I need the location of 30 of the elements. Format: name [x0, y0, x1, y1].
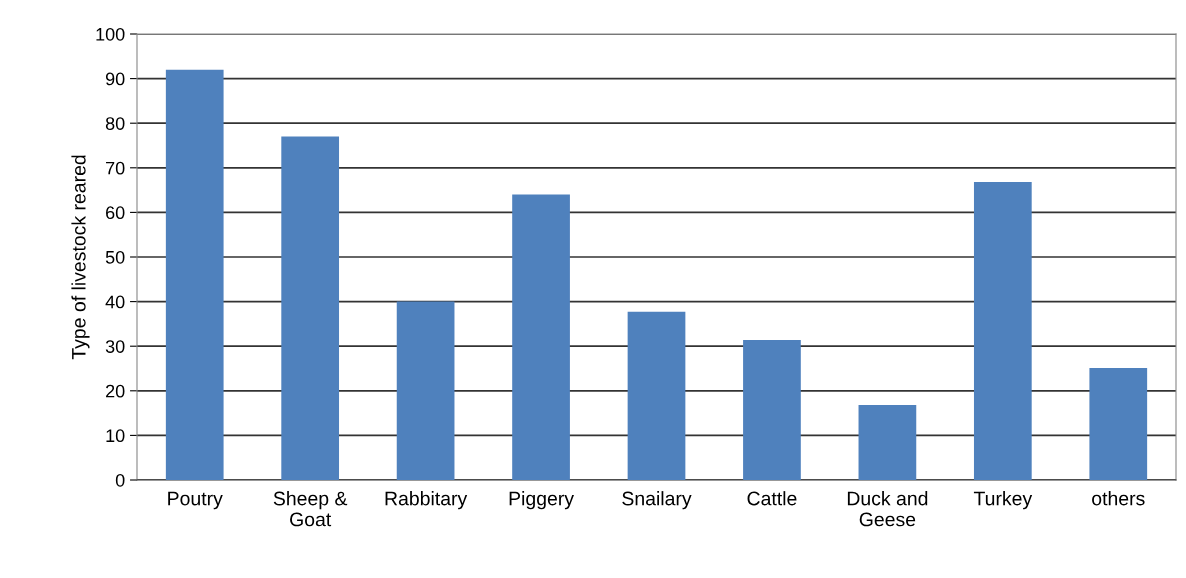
x-tick-label: Snailary: [622, 491, 692, 510]
x-tick-label: Piggery: [509, 491, 574, 510]
bar: [973, 182, 1032, 480]
y-tick-label: 20: [106, 384, 125, 398]
y-tick-label: 40: [105, 295, 125, 309]
bar: [512, 194, 570, 480]
bar: [165, 69, 224, 480]
x-tick-label: Rabbitary: [385, 491, 468, 510]
y-tick-label: 10: [106, 429, 125, 443]
bar: [1089, 368, 1148, 480]
x-tick-label: Duck and Geese: [847, 491, 928, 527]
x-tick-label: Cattle: [747, 491, 797, 506]
x-tick-label: Sheep & Goat: [273, 491, 348, 527]
y-tick-label: 80: [105, 117, 125, 130]
bar: [627, 311, 686, 480]
bar: [858, 405, 917, 480]
y-tick-label: 70: [106, 161, 125, 175]
bar: [281, 136, 340, 480]
x-tick-label: Turkey: [973, 491, 1033, 510]
bar: [743, 339, 801, 480]
x-tick-label: others: [1092, 491, 1145, 506]
y-tick-label: 0: [115, 473, 125, 487]
y-tick-label: 100: [96, 27, 125, 41]
x-tick-label: Poutry: [168, 491, 223, 510]
y-tick-label: 60: [106, 206, 125, 220]
y-tick-label: 50: [105, 250, 125, 264]
y-axis-title: Type of livestock reared: [71, 155, 90, 360]
bar: [396, 301, 455, 480]
y-tick-label: 30: [105, 340, 125, 353]
y-tick-label: 90: [105, 72, 125, 86]
